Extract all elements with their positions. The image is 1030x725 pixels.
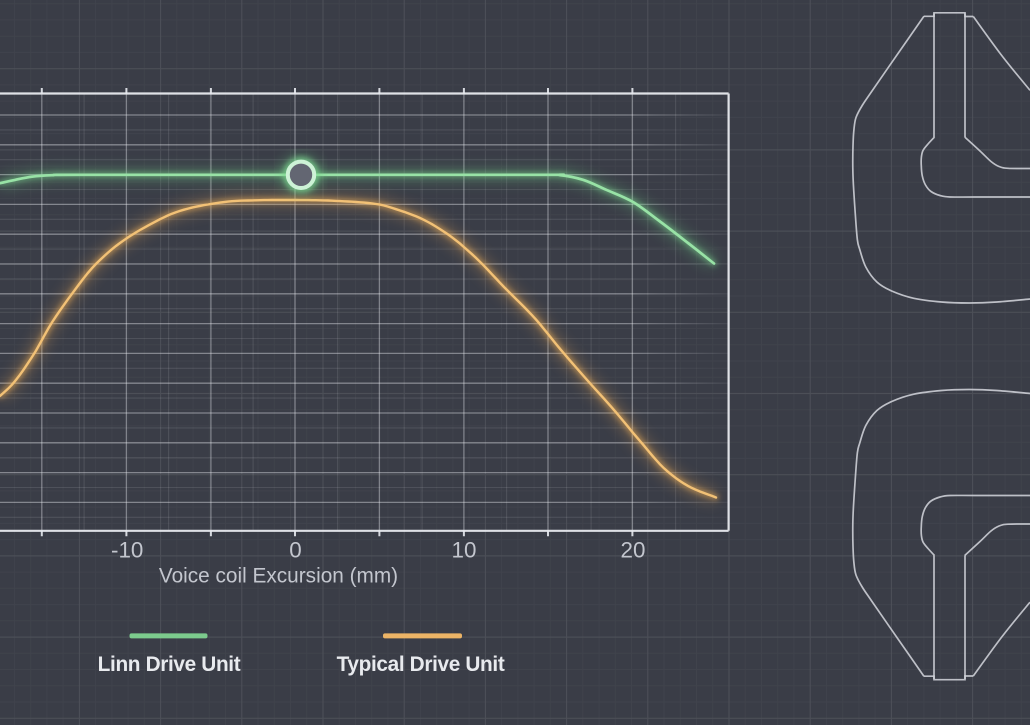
svg-text:20: 20: [621, 538, 646, 563]
svg-text:10: 10: [452, 538, 477, 563]
svg-text:Voice coil Excursion (mm): Voice coil Excursion (mm): [159, 565, 398, 588]
svg-text:Linn Drive Unit: Linn Drive Unit: [98, 653, 241, 676]
svg-text:-10: -10: [111, 538, 143, 563]
svg-text:0: 0: [289, 538, 301, 563]
svg-text:Typical Drive Unit: Typical Drive Unit: [337, 653, 505, 676]
